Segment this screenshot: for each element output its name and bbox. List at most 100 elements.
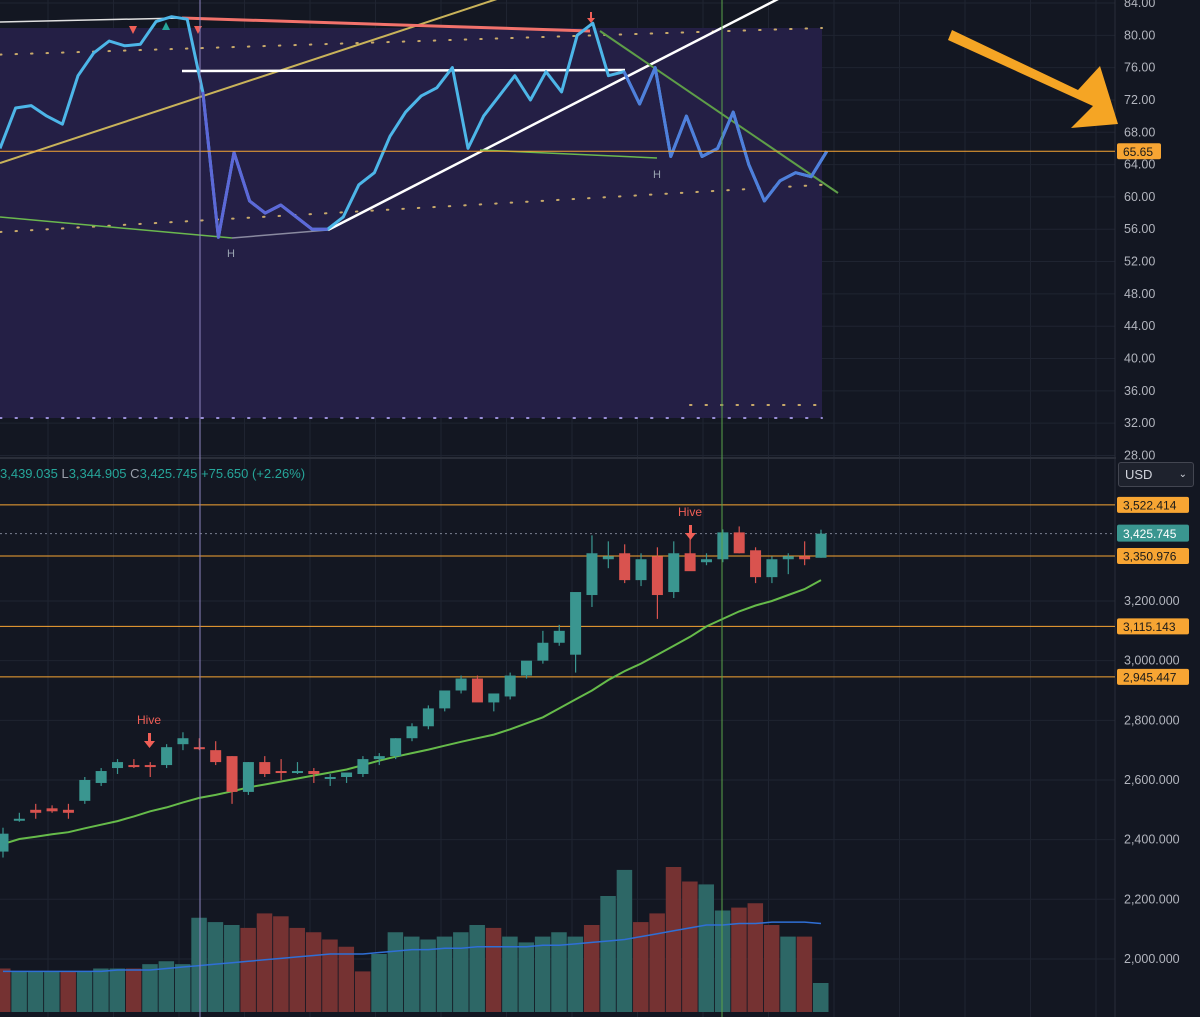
price-axis-tick: 2,600.000 xyxy=(1124,773,1180,787)
trendline-red xyxy=(181,16,591,33)
ohlc-low-label: L xyxy=(61,466,69,481)
candle-body xyxy=(635,559,647,581)
candle-body xyxy=(504,675,516,697)
rsi-axis-tick: 56.00 xyxy=(1124,222,1155,236)
volume-bar xyxy=(125,968,142,1012)
rsi-axis-tick: 40.00 xyxy=(1124,352,1155,366)
candle-body xyxy=(177,738,189,745)
price-axis[interactable]: 84.00 80.00 76.00 72.00 68.00 64.00 60.00 56.00… xyxy=(1116,0,1200,1017)
volume-bar xyxy=(305,932,322,1012)
currency-select[interactable]: USD ⌄ xyxy=(1118,462,1194,487)
candle-body xyxy=(13,818,25,821)
price-level-badge xyxy=(1117,547,1189,564)
candle-body xyxy=(291,771,303,774)
volume-bar xyxy=(567,936,584,1012)
volume-bar xyxy=(109,968,126,1012)
rsi-axis-tick: 72.00 xyxy=(1124,93,1155,107)
rsi-axis-tick: 44.00 xyxy=(1124,319,1155,333)
signal-arrow xyxy=(685,525,696,540)
price-level-badge xyxy=(1117,496,1189,513)
price-axis-tick: 2,400.000 xyxy=(1124,833,1180,847)
volume-bar xyxy=(436,936,453,1012)
price-level-badge xyxy=(1117,668,1189,685)
price-panel: Hive Hive xyxy=(0,504,1115,1012)
volume-bar xyxy=(518,942,535,1012)
candle-body xyxy=(112,762,124,769)
rsi-panel: HH xyxy=(0,0,1115,419)
rsi-value-label: 65.65 xyxy=(1123,145,1153,159)
signal-marker-up xyxy=(162,22,170,30)
volume-bar xyxy=(420,939,436,1012)
price-axis-tick: 2,200.000 xyxy=(1124,892,1180,906)
candle-body xyxy=(422,708,434,727)
candle-body xyxy=(700,559,712,563)
volume-bar xyxy=(240,927,256,1012)
volume-bar xyxy=(44,971,60,1012)
candle-body xyxy=(95,771,107,783)
volume-bar xyxy=(780,936,796,1012)
volume-bar xyxy=(158,961,175,1012)
volume-bar xyxy=(93,968,109,1012)
candle-body xyxy=(439,690,451,709)
neckline-mid xyxy=(231,229,329,239)
volume-bar xyxy=(27,971,44,1012)
volume-bar xyxy=(633,922,649,1012)
volume-bar xyxy=(354,971,371,1012)
candle-body xyxy=(799,556,811,560)
chevron-down-icon: ⌄ xyxy=(1178,469,1187,480)
candle-body xyxy=(390,738,402,757)
volume-bar xyxy=(616,869,633,1012)
rsi-axis-tick: 80.00 xyxy=(1124,28,1155,42)
candle-body xyxy=(62,809,74,813)
volume-bar xyxy=(289,927,305,1012)
candle-body xyxy=(766,559,778,578)
volume-bar xyxy=(76,971,93,1012)
annotation-layer xyxy=(199,0,1118,1017)
candle-body xyxy=(30,809,42,813)
rsi-series-line-recent xyxy=(622,66,829,203)
rsi-axis-tick: 32.00 xyxy=(1124,416,1155,430)
candle-body xyxy=(570,592,582,655)
rsi-axis-tick: 76.00 xyxy=(1124,61,1155,75)
currency-value: USD xyxy=(1125,467,1153,482)
candle-body xyxy=(79,779,91,801)
rsi-axis-tick: 52.00 xyxy=(1124,255,1155,269)
signal-label: Hive xyxy=(137,713,161,727)
volume-bar xyxy=(387,932,404,1012)
last-price-badge xyxy=(1117,524,1189,542)
candle-body xyxy=(341,772,353,777)
price-axis-tick: 3,200.000 xyxy=(1124,594,1180,608)
signal-label: Hive xyxy=(678,505,702,519)
rsi-axis-tick: 48.00 xyxy=(1124,287,1155,301)
moving-average-line xyxy=(2,579,822,846)
volume-bar xyxy=(747,903,764,1012)
candle-body xyxy=(651,556,663,596)
volume-bar xyxy=(453,932,469,1012)
ohlc-header: 3,439.035 L3,344.905 C3,425.745 +75.650 … xyxy=(0,466,305,481)
volume-bar xyxy=(731,907,747,1012)
volume-bar xyxy=(273,916,289,1012)
neckline-left xyxy=(0,216,233,239)
volume-bar xyxy=(322,939,338,1012)
candle-body xyxy=(406,726,418,739)
candle-body xyxy=(144,765,156,768)
rsi-series-line-low xyxy=(201,91,328,239)
rsi-axis-tick: 68.00 xyxy=(1124,125,1155,139)
volume-bar xyxy=(665,867,682,1012)
volume-bar xyxy=(142,964,158,1012)
annotation-arrow xyxy=(948,30,1118,128)
candle-body xyxy=(619,553,631,581)
rsi-annotation-h: H xyxy=(227,248,235,260)
price-axis-tick: 2,000.000 xyxy=(1124,952,1180,966)
rsi-axis-tick: 28.00 xyxy=(1124,448,1155,462)
price-level-label: 2,945.447 xyxy=(1123,670,1177,684)
candle-body xyxy=(275,771,287,774)
volume-bar xyxy=(207,922,224,1012)
volume-ma-line xyxy=(3,921,822,973)
volume-bar xyxy=(763,925,780,1012)
rsi-axis-tick: 60.00 xyxy=(1124,190,1155,204)
candle-body xyxy=(782,556,794,560)
rsi-axis-tick: 64.00 xyxy=(1124,158,1155,172)
volume-bar xyxy=(583,925,600,1012)
